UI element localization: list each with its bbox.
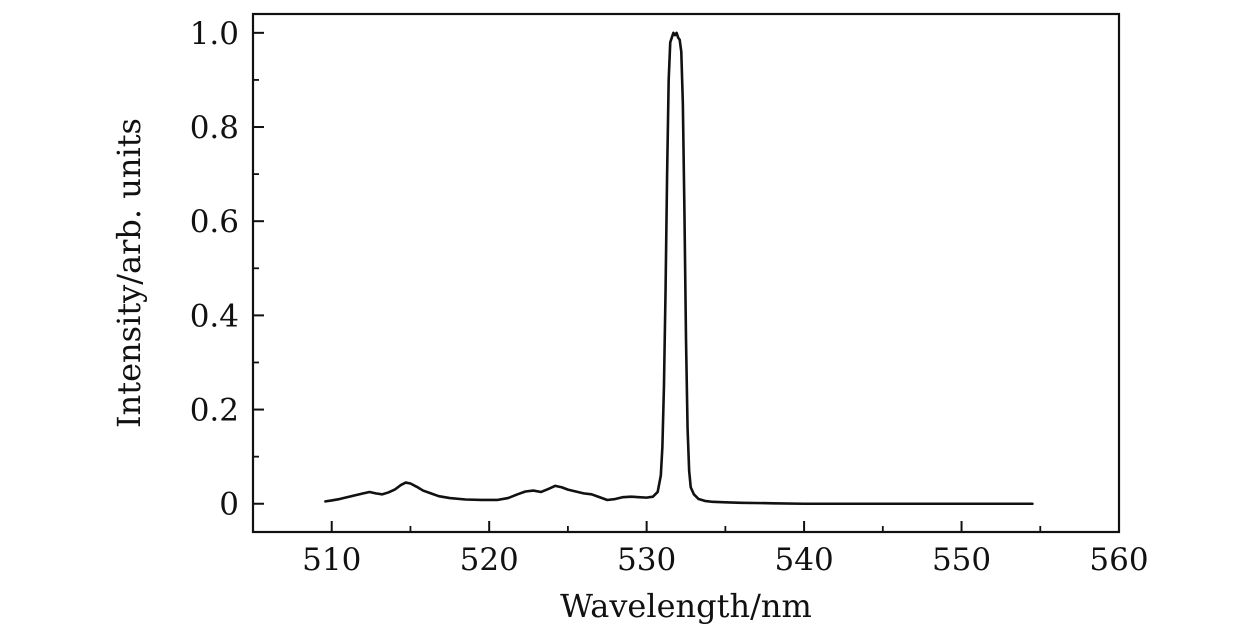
series-line-0 bbox=[324, 31, 1034, 506]
x-axis-tick-labels: 510 520 530 540 550 560 bbox=[302, 542, 1148, 578]
x-tick-label: 530 bbox=[617, 542, 676, 578]
y-tick-label: 0 bbox=[219, 487, 239, 523]
x-tick-label: 510 bbox=[302, 542, 361, 578]
y-axis-label: Intensity/arb. units bbox=[110, 118, 148, 428]
y-tick-label: 0.4 bbox=[190, 298, 239, 334]
y-axis-tick-labels: 0 0.2 0.4 0.6 0.8 1.0 bbox=[190, 16, 239, 523]
plot-frame bbox=[251, 12, 1121, 534]
x-axis-ticks bbox=[330, 521, 1120, 532]
x-axis-label: Wavelength/nm bbox=[560, 587, 812, 625]
x-tick-label: 550 bbox=[932, 542, 991, 578]
y-axis-ticks bbox=[253, 31, 264, 505]
x-tick-label: 520 bbox=[460, 542, 519, 578]
x-tick-label: 540 bbox=[775, 542, 834, 578]
y-tick-label: 0.6 bbox=[190, 204, 239, 240]
series-layer bbox=[324, 31, 1034, 506]
y-tick-label: 1.0 bbox=[190, 16, 239, 52]
y-tick-label: 0.2 bbox=[190, 393, 239, 429]
x-tick-label: 560 bbox=[1089, 542, 1148, 578]
y-tick-label: 0.8 bbox=[190, 110, 239, 146]
